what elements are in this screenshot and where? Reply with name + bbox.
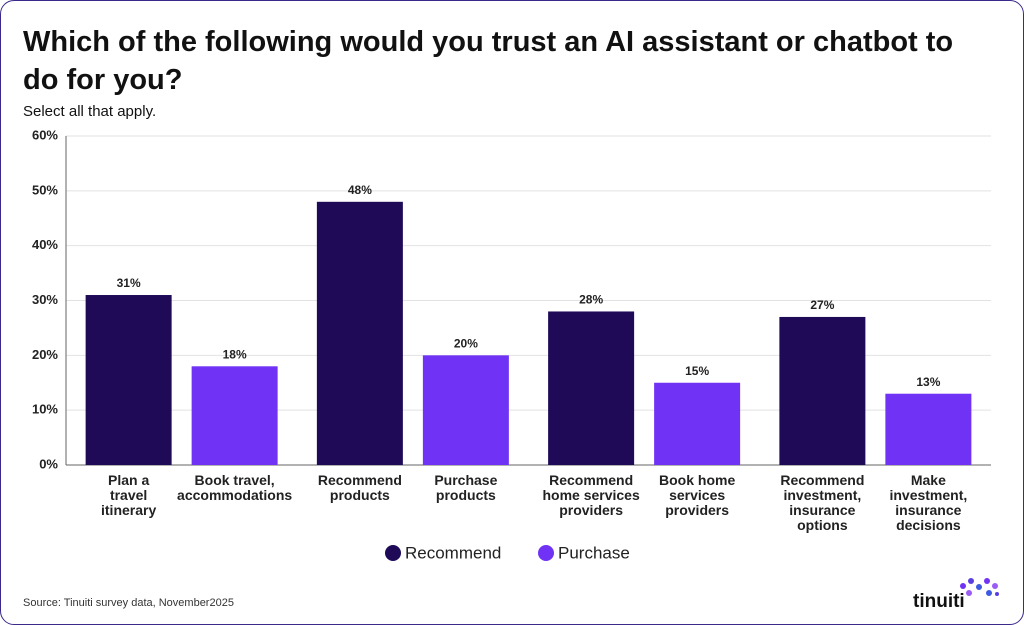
bar bbox=[885, 393, 972, 465]
bar bbox=[548, 311, 635, 465]
x-tick-label: Recommend investment, insurance options bbox=[780, 472, 865, 533]
logo: tinuiti bbox=[913, 591, 965, 612]
y-tick-label: 20% bbox=[32, 347, 58, 362]
value-label: 15% bbox=[685, 364, 709, 378]
x-tick-label: Plan a travel itinerary bbox=[101, 472, 157, 518]
value-label: 27% bbox=[810, 298, 834, 312]
y-tick-label: 0% bbox=[39, 456, 58, 471]
x-tick-label: Make investment, insurance decisions bbox=[889, 472, 968, 533]
value-label: 31% bbox=[117, 276, 141, 290]
x-tick-label: Book travel, accommodations bbox=[177, 472, 293, 503]
bar bbox=[316, 201, 403, 466]
bar bbox=[85, 295, 172, 465]
x-tick-label: Book home services providers bbox=[659, 472, 736, 518]
y-tick-label: 60% bbox=[32, 127, 58, 142]
x-tick-label: Recommend home services providers bbox=[542, 472, 640, 518]
y-tick-label: 40% bbox=[32, 237, 58, 252]
bar bbox=[779, 316, 866, 465]
logo-dots bbox=[960, 578, 999, 596]
bar bbox=[191, 366, 278, 465]
value-label: 20% bbox=[454, 337, 478, 351]
source-note: Source: Tinuiti survey data, November202… bbox=[23, 597, 234, 609]
value-label: 48% bbox=[348, 183, 372, 197]
legend-swatch bbox=[538, 545, 554, 561]
value-label: 28% bbox=[579, 293, 603, 307]
y-tick-label: 50% bbox=[32, 182, 58, 197]
y-tick-label: 10% bbox=[32, 402, 58, 417]
x-tick-label: Purchase products bbox=[434, 472, 498, 503]
value-label: 13% bbox=[916, 375, 940, 389]
value-label: 18% bbox=[223, 347, 247, 361]
bar bbox=[422, 355, 509, 465]
bar bbox=[654, 382, 741, 465]
x-tick-label: Recommend products bbox=[317, 472, 402, 503]
chart-subtitle: Select all that apply. bbox=[23, 103, 157, 120]
y-tick-label: 30% bbox=[32, 292, 58, 307]
legend-swatch bbox=[385, 545, 401, 561]
legend-label: Recommend bbox=[405, 543, 501, 562]
legend-label: Purchase bbox=[558, 543, 630, 562]
chart-title: Which of the following would you trust a… bbox=[23, 26, 954, 96]
